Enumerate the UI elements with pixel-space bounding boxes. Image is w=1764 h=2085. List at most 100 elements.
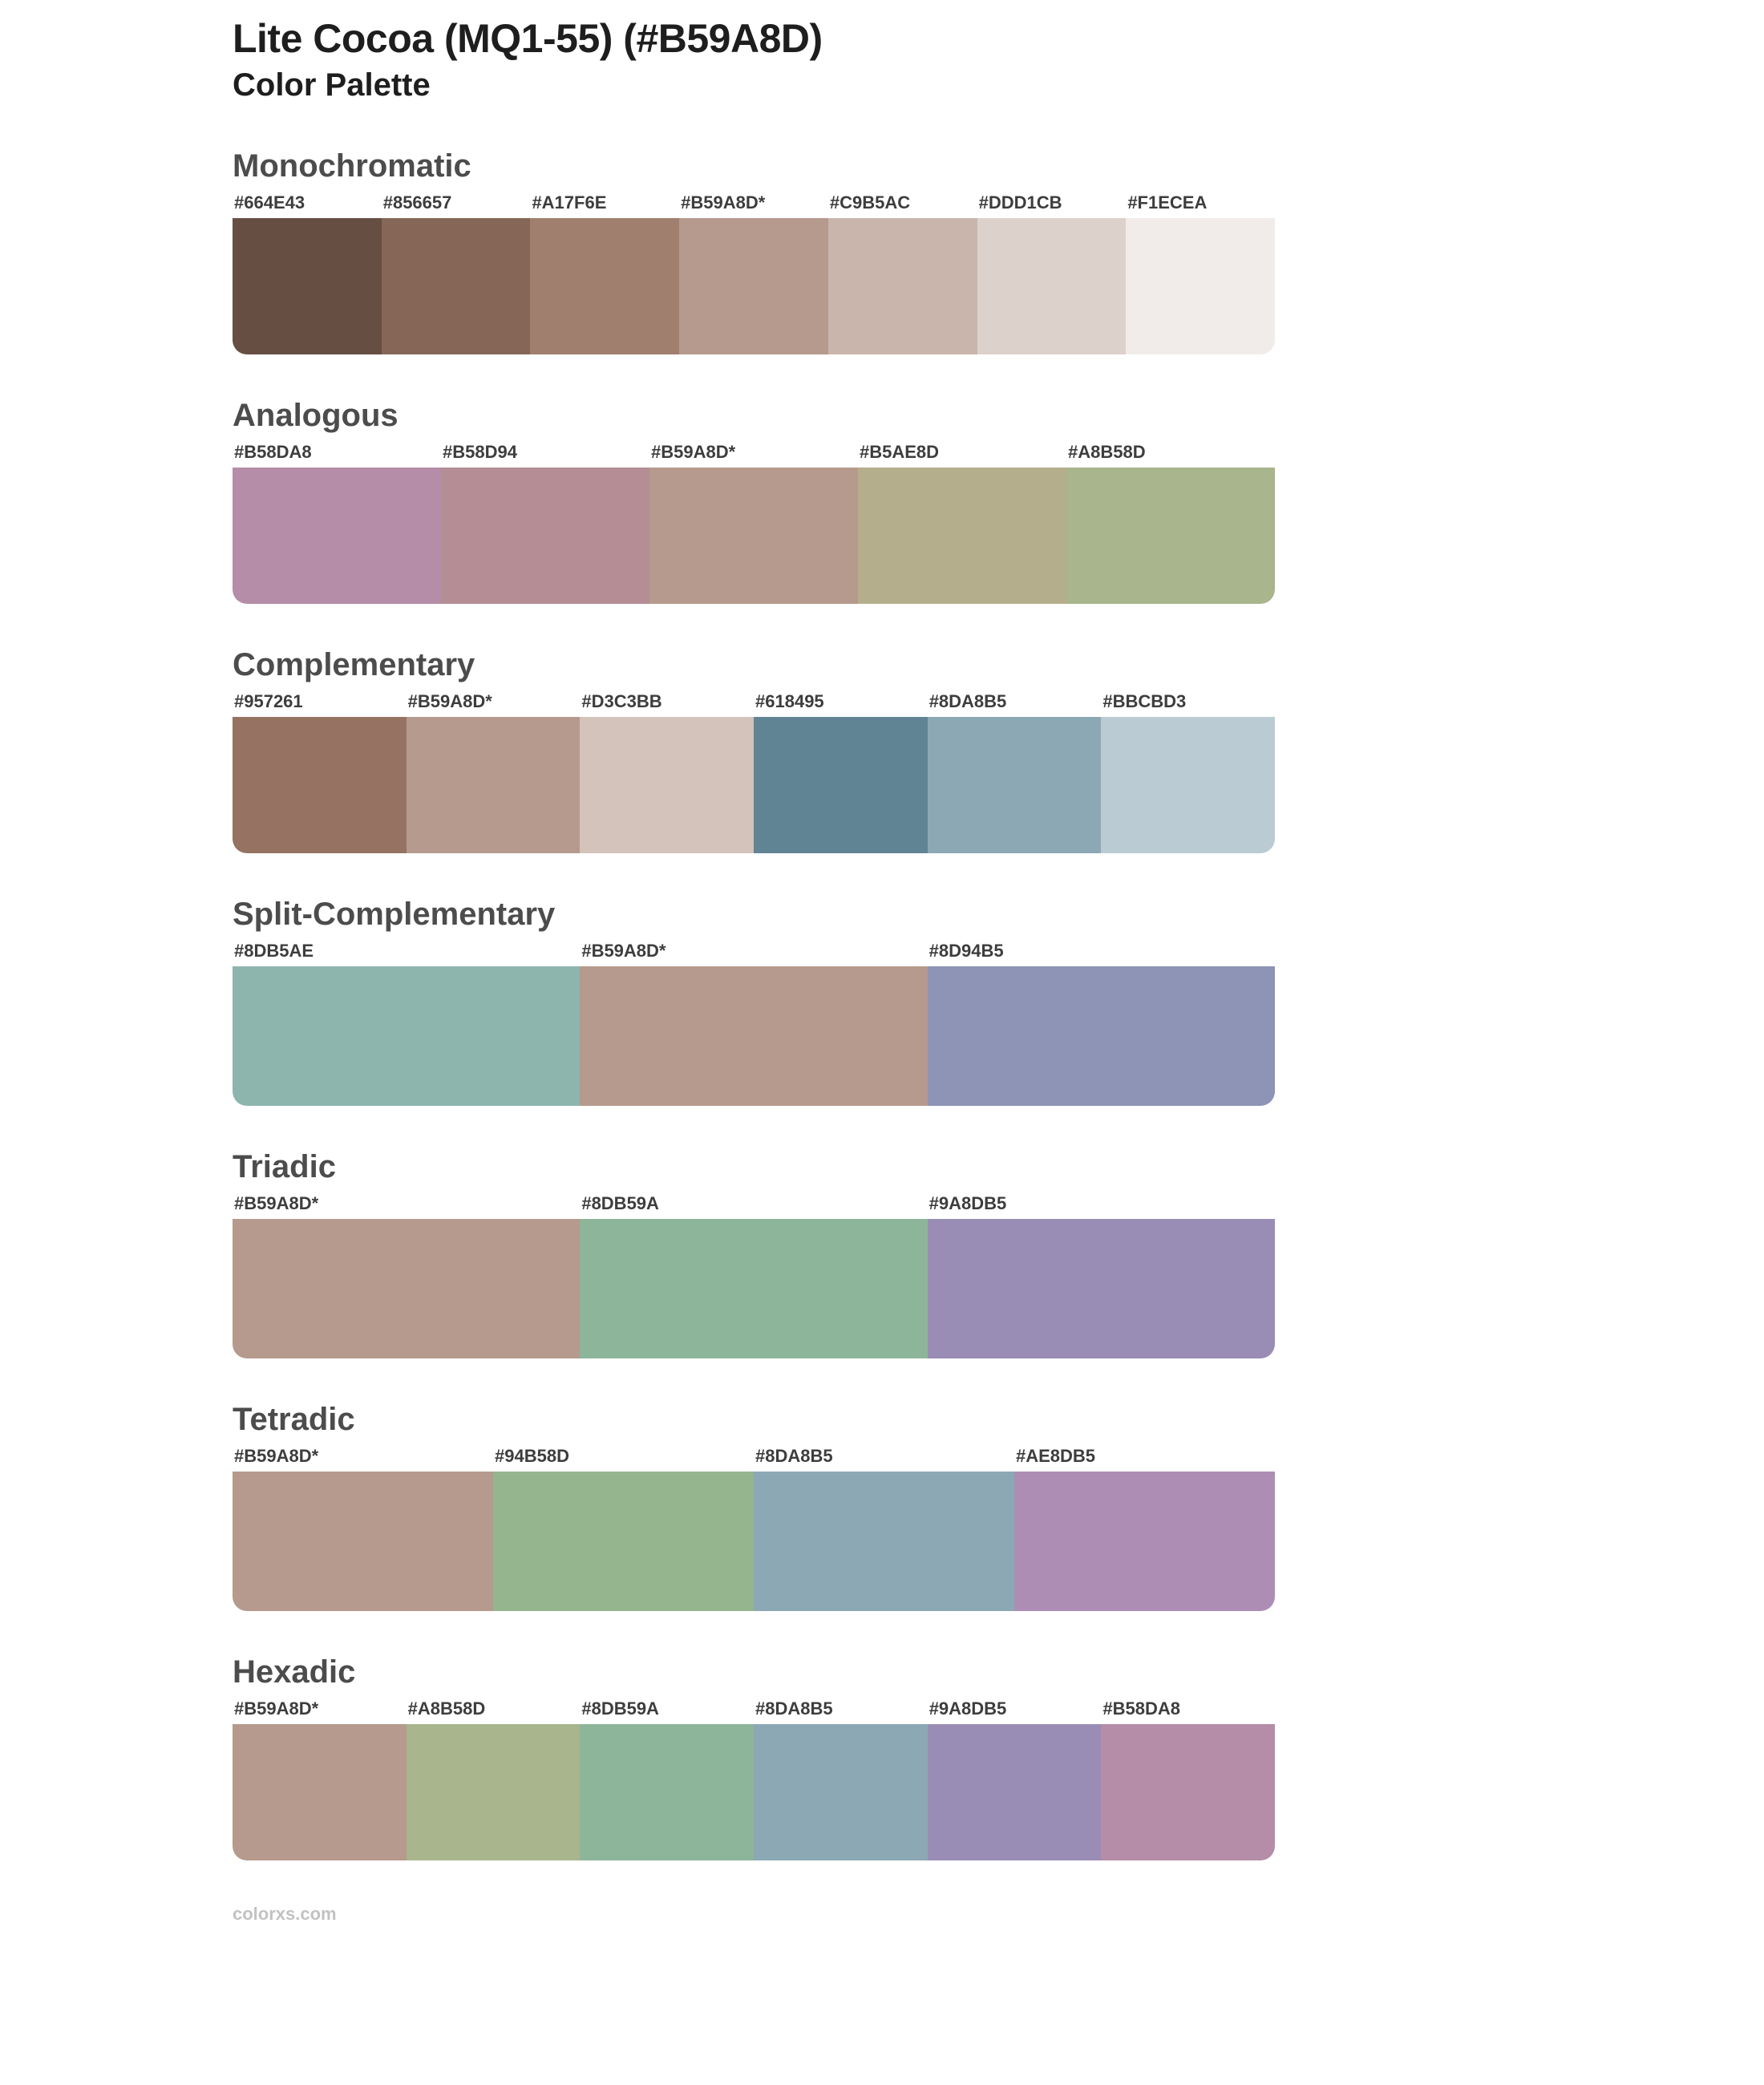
color-swatch[interactable] [233,966,580,1106]
swatch-cell: #8DB59A [580,1190,927,1358]
palette-section: Hexadic#B59A8D*#A8B58D#8DB59A#8DA8B5#9A8… [233,1654,1275,1860]
palette-section: Triadic #B59A8D*#8DB59A#9A8DB5 [233,1149,1275,1358]
swatch-label: #DDD1CB [977,189,1127,218]
swatch-cell: #B59A8D* [407,688,581,853]
color-swatch[interactable] [1066,468,1275,604]
swatch-label: #B5AE8D [858,439,1066,468]
color-swatch[interactable] [679,218,828,354]
swatch-label: #8DA8B5 [754,1695,928,1724]
swatch-cell: #BBCBD3 [1101,688,1275,853]
swatch-label: #94B58D [493,1443,754,1472]
swatch-label: #664E43 [233,189,382,218]
color-swatch[interactable] [233,717,407,853]
color-swatch[interactable] [407,1724,581,1860]
swatch-cell: #B58DA8 [1101,1695,1275,1860]
color-swatch[interactable] [1014,1472,1275,1611]
page-subtitle: Color Palette [233,67,1275,103]
color-swatch[interactable] [928,1724,1102,1860]
section-title: Tetradic [233,1402,1275,1438]
swatch-cell: #A8B58D [407,1695,581,1860]
color-swatch[interactable] [233,468,441,604]
swatch-label: #B59A8D* [233,1443,493,1472]
swatch-label: #B58D94 [441,439,649,468]
color-swatch[interactable] [928,717,1102,853]
swatch-label: #A8B58D [1066,439,1275,468]
swatch-cell: #B59A8D* [233,1695,407,1860]
palette-section: Split-Complementary#8DB5AE#B59A8D*#8D94B… [233,897,1275,1106]
swatch-cell: #8DA8B5 [928,688,1102,853]
swatch-label: #B59A8D* [233,1190,580,1219]
palette-section: Analogous #B58DA8#B58D94#B59A8D*#B5AE8D#A… [233,398,1275,604]
footer-credit: colorxs.com [233,1904,1275,1925]
swatch-cell: #B59A8D* [233,1190,580,1358]
swatch-label: #B59A8D* [407,688,581,717]
page-title: Lite Cocoa (MQ1-55) (#B59A8D) [233,16,1275,63]
swatch-cell: #DDD1CB [977,189,1127,354]
swatch-cell: #9A8DB5 [928,1190,1275,1358]
swatch-label: #B59A8D* [580,937,927,966]
color-swatch[interactable] [233,1472,493,1611]
swatch-cell: #94B58D [493,1443,754,1611]
color-swatch[interactable] [530,218,679,354]
color-swatch[interactable] [977,218,1127,354]
swatch-row: #B59A8D*#8DB59A#9A8DB5 [233,1190,1275,1358]
color-swatch[interactable] [928,1219,1275,1358]
color-swatch[interactable] [754,1724,928,1860]
swatch-cell: #B5AE8D [858,439,1066,604]
color-swatch[interactable] [754,1472,1014,1611]
swatch-label: #8DB59A [580,1695,754,1724]
section-title: Analogous [233,398,1275,434]
palette-section: Monochromatic#664E43#856657#A17F6E#B59A8… [233,148,1275,354]
swatch-cell: #D3C3BB [580,688,754,853]
swatch-cell: #A8B58D [1066,439,1275,604]
section-title: Triadic [233,1149,1275,1185]
swatch-row: #B59A8D*#94B58D#8DA8B5#AE8DB5 [233,1443,1275,1611]
color-swatch[interactable] [754,717,928,853]
color-swatch[interactable] [441,468,649,604]
swatch-cell: #AE8DB5 [1014,1443,1275,1611]
swatch-cell: #F1ECEA [1126,189,1275,354]
swatch-label: #BBCBD3 [1101,688,1275,717]
swatch-cell: #664E43 [233,189,382,354]
section-title: Monochromatic [233,148,1275,184]
color-swatch[interactable] [233,1724,407,1860]
swatch-cell: #856657 [382,189,531,354]
swatch-cell: #B58D94 [441,439,649,604]
swatch-label: #8DA8B5 [754,1443,1014,1472]
color-swatch[interactable] [233,218,382,354]
color-swatch[interactable] [407,717,581,853]
swatch-cell: #B59A8D* [580,937,927,1106]
color-swatch[interactable] [858,468,1066,604]
color-swatch[interactable] [1101,1724,1275,1860]
palette-section: Complementary#957261#B59A8D*#D3C3BB#6184… [233,647,1275,853]
swatch-cell: #8DA8B5 [754,1443,1014,1611]
swatch-cell: #9A8DB5 [928,1695,1102,1860]
page: Lite Cocoa (MQ1-55) (#B59A8D) Color Pale… [0,0,1764,2085]
swatch-label: #8DB59A [580,1190,927,1219]
swatch-cell: #618495 [754,688,928,853]
swatch-cell: #957261 [233,688,407,853]
swatch-label: #8DA8B5 [928,688,1102,717]
color-swatch[interactable] [580,717,754,853]
swatch-label: #8D94B5 [928,937,1275,966]
swatch-label: #B59A8D* [649,439,858,468]
color-swatch[interactable] [1126,218,1275,354]
color-swatch[interactable] [382,218,531,354]
swatch-label: #B58DA8 [1101,1695,1275,1724]
color-swatch[interactable] [649,468,858,604]
color-swatch[interactable] [928,966,1275,1106]
swatch-label: #856657 [382,189,531,218]
sections-container: Monochromatic#664E43#856657#A17F6E#B59A8… [233,148,1275,1860]
color-swatch[interactable] [233,1219,580,1358]
swatch-cell: #B59A8D* [679,189,828,354]
color-swatch[interactable] [580,1724,754,1860]
color-swatch[interactable] [493,1472,754,1611]
swatch-label: #B59A8D* [679,189,828,218]
swatch-cell: #B58DA8 [233,439,441,604]
swatch-label: #9A8DB5 [928,1190,1275,1219]
swatch-label: #A8B58D [407,1695,581,1724]
color-swatch[interactable] [580,966,927,1106]
color-swatch[interactable] [580,1219,927,1358]
color-swatch[interactable] [1101,717,1275,853]
color-swatch[interactable] [828,218,977,354]
